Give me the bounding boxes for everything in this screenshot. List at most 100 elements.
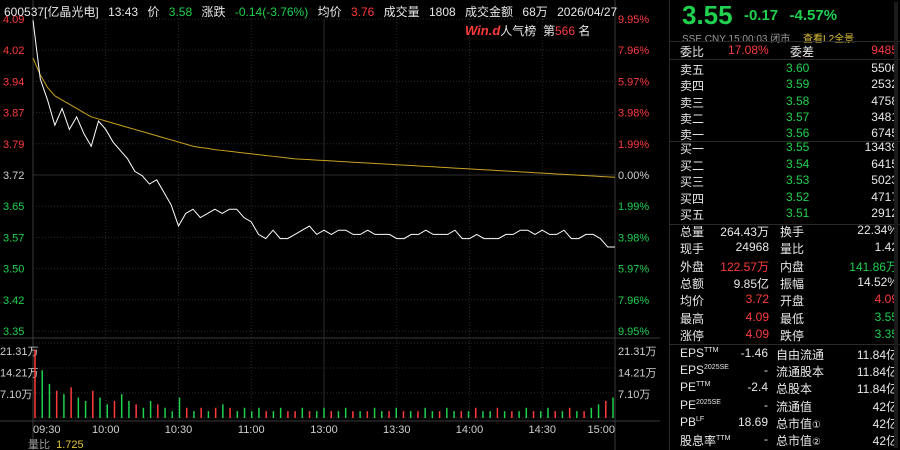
rank-prefix: 第: [542, 24, 555, 38]
cursor-time: 13:43: [108, 5, 139, 19]
volume-label: 成交量: [383, 5, 420, 19]
bid-label: 买一: [680, 142, 705, 156]
fundamental-value: 11.84亿: [856, 348, 898, 362]
stat-label: 均价: [680, 294, 705, 309]
cursor-date: 2026/04/27: [557, 5, 618, 19]
time-tick-label: 15:00: [587, 424, 615, 436]
cursor-amount: 68万: [522, 5, 548, 19]
volume-ratio-legend: 量比 1.725: [28, 436, 84, 450]
bid-volume: 4717: [871, 189, 898, 204]
ask-price: 3.59: [786, 77, 810, 92]
volume-tick-label: 21.31万: [618, 346, 657, 358]
divider: [670, 224, 900, 225]
fundamental-label: PBLF: [680, 414, 705, 429]
time-tick-label: 11:00: [238, 424, 265, 436]
stat-row: 现手 24968 量比 1.42: [680, 239, 898, 256]
ask-volume: 6745: [871, 126, 898, 141]
panel-scrollbar[interactable]: [894, 2, 898, 448]
stat-row: 总量 264.43万 换手 22.34%: [680, 222, 898, 239]
ask-label: 卖四: [680, 79, 705, 94]
price-tick-label: 3.57: [3, 232, 24, 244]
vol-ratio-label: 量比: [28, 439, 50, 450]
l2-panorama-link[interactable]: 查看L2全景: [803, 34, 855, 45]
volume-tick-label: 14.21万: [618, 368, 657, 380]
fundamental-value: 42亿: [872, 434, 898, 448]
stat-label: 总额: [680, 276, 705, 291]
fundamental-row: PE2025SE - 流通值 42亿: [680, 397, 898, 414]
divider: [670, 41, 900, 42]
fundamental-value: 18.69: [737, 414, 768, 429]
bid-price: 3.52: [786, 189, 810, 204]
stat-value: 1.42: [874, 240, 898, 255]
bid-price: 3.51: [786, 206, 810, 221]
currency: CNY: [704, 34, 726, 45]
stat-label: 量比: [780, 242, 805, 257]
intraday-chart-area[interactable]: 4.09 4.02 3.94 3.87 3.79 3.72 3.65 3.57 3.50 3.42…: [0, 0, 660, 450]
volume-tick-label: 7.10万: [618, 389, 650, 401]
rank-number: 566: [554, 24, 575, 38]
bid-row: 买三 3.53 5023: [680, 172, 898, 189]
stat-label: 总量: [680, 225, 705, 239]
average-price-line: [32, 57, 616, 178]
percent-tick-label: 1.99%: [618, 201, 649, 213]
fundamental-value: -: [764, 397, 768, 412]
fundamental-row: PBLF 18.69 总市值① 42亿: [680, 414, 898, 431]
time-tick-label: 09:30: [33, 424, 61, 436]
stock-code-name[interactable]: 600537[亿晶光电]: [4, 5, 99, 19]
time-tick-label: 10:00: [92, 424, 120, 436]
volume-tick-label: 21.31万: [0, 346, 39, 358]
order-ratio-label: 委比: [680, 45, 705, 59]
percent-tick-label: 7.96%: [618, 295, 649, 307]
order-diff-value: 9485: [871, 43, 898, 57]
intraday-chart[interactable]: 4.09 4.02 3.94 3.87 3.79 3.72 3.65 3.57 3.50 3.42…: [0, 0, 660, 450]
volume-tick-label: 7.10万: [0, 389, 32, 401]
bid-price: 3.55: [786, 140, 810, 154]
ask-row: 卖二 3.57 3481: [680, 109, 898, 126]
bid-label: 买二: [680, 158, 705, 173]
vol-ratio-value: 1.725: [56, 439, 84, 450]
stat-label: 振幅: [780, 276, 805, 291]
change-label: 涨跌: [201, 5, 226, 19]
fundamental-label: 总市值①: [776, 416, 821, 431]
stat-label: 换手: [780, 225, 805, 239]
popularity-rank[interactable]: Win.d人气榜 第566 名: [465, 22, 590, 39]
stat-value: 3.35: [874, 326, 898, 341]
ask-label: 卖二: [680, 111, 705, 126]
percent-tick-label: 5.97%: [618, 264, 649, 276]
cursor-avg-price: 3.76: [350, 5, 375, 19]
percent-tick-label: 1.99%: [618, 139, 649, 151]
stat-value: 264.43万: [720, 225, 769, 239]
last-price: 3.55: [682, 0, 733, 30]
stat-value: 122.57万: [720, 259, 769, 274]
ask-price: 3.57: [786, 109, 810, 124]
time-tick-label: 13:00: [310, 424, 338, 436]
time-tick-label: 10:30: [165, 424, 193, 436]
cursor-change: -0.14(-3.76%): [234, 5, 309, 19]
price-tick-label: 3.65: [3, 201, 24, 213]
ask-row: 卖五 3.60 5506: [680, 60, 898, 77]
cursor-price: 3.58: [168, 5, 193, 19]
circled-number-icon: ②: [812, 437, 821, 448]
fundamental-label: EPSTTM: [680, 346, 719, 360]
ask-volume: 2532: [871, 77, 898, 92]
stat-row: 均价 3.72 开盘 4.09: [680, 291, 898, 308]
fundamental-value: 11.84亿: [856, 365, 898, 380]
stat-label: 最低: [780, 311, 805, 326]
ask-label: 卖五: [680, 63, 705, 77]
stat-label: 跌停: [780, 328, 805, 343]
fundamental-row: EPS2025SE - 流通股本 11.84亿: [680, 362, 898, 379]
fundamental-label: 总股本: [776, 382, 813, 397]
order-ratio-row: 委比 17.08% 委差 9485: [680, 42, 898, 59]
stat-value: 3.72: [745, 292, 769, 307]
ask-price: 3.60: [786, 61, 810, 75]
ask-row: 卖一 3.56 6745: [680, 125, 898, 142]
ask-row: 卖四 3.59 2532: [680, 76, 898, 93]
market-status: 闭市: [770, 34, 791, 45]
stat-value: 4.09: [874, 292, 898, 307]
price-tick-label: 3.35: [3, 326, 24, 338]
percent-tick-label: 9.95%: [618, 326, 649, 338]
stat-label: 开盘: [780, 294, 805, 309]
fundamental-label-suffix: TTM: [704, 347, 719, 354]
bid-row: 买二 3.54 6415: [680, 156, 898, 173]
amount-label: 成交金额: [465, 5, 514, 19]
